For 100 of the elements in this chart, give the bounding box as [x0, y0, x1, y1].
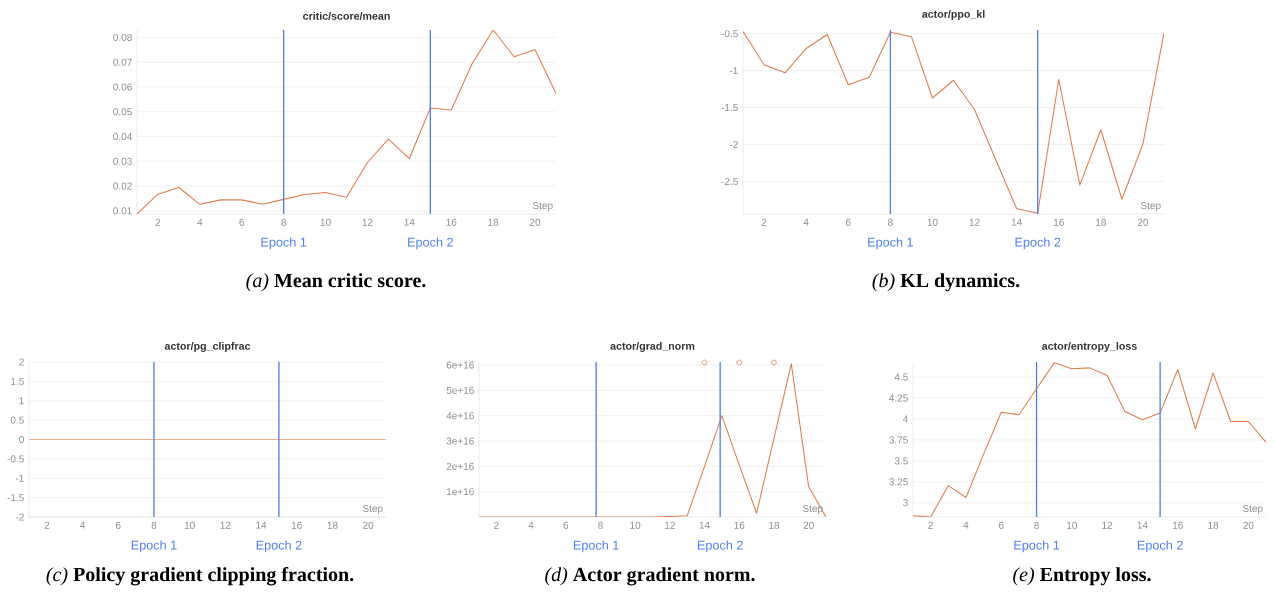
text: (a) Mean critic score.: [246, 273, 426, 292]
y-tick-label: 3: [903, 499, 908, 507]
x-tick-label: 10: [927, 218, 938, 226]
y-tick-label: -1.5: [721, 104, 738, 112]
y-tick-label: 3e+16: [446, 437, 474, 445]
line-series: [913, 362, 1267, 517]
y-tick-label: 5e+16: [446, 386, 474, 394]
y-tick-label: -2.5: [721, 177, 738, 186]
y-tick-label: 1.5: [11, 377, 24, 385]
y-tick-label: -0.5: [721, 30, 738, 38]
chart-title: actor/pg_clipfrac: [164, 341, 251, 352]
ref-line-label: Epoch 1: [131, 540, 177, 553]
text: (b) KL dynamics.: [872, 273, 1020, 292]
x-axis-title: Step: [1140, 202, 1161, 212]
y-tick-label: 3.75: [889, 436, 908, 444]
y-tick-label: 0.06: [113, 83, 132, 91]
x-tick-label: 12: [362, 218, 373, 226]
y-tick-label: 0.02: [113, 182, 132, 190]
text: (c) Policy gradient clipping fraction.: [46, 566, 354, 586]
x-tick-label: 2: [155, 218, 161, 226]
x-tick-label: 16: [446, 218, 457, 226]
x-tick-label: 18: [1096, 218, 1106, 226]
y-tick-label: -1: [729, 67, 738, 75]
x-tick-label: 8: [281, 218, 286, 226]
text: (d) Actor gradient norm.: [545, 567, 755, 586]
x-tick-label: 20: [529, 218, 541, 226]
x-axis-title: Step: [1242, 505, 1263, 515]
x-tick-label: 16: [1172, 521, 1183, 529]
line-series: [137, 30, 556, 214]
x-tick-label: 10: [630, 521, 641, 529]
ref-line-label: Epoch 2: [1015, 237, 1061, 250]
y-tick-label: 4.5: [894, 373, 908, 381]
chart-title: critic/score/mean: [303, 12, 390, 20]
y-tick-label: 1: [19, 397, 24, 405]
y-tick-label: 0.5: [10, 416, 24, 424]
y-tick-label: 4.25: [889, 394, 908, 402]
x-tick-label: 8: [598, 521, 603, 529]
x-tick-label: 4: [963, 521, 969, 529]
x-tick-label: 6: [239, 218, 245, 226]
x-tick-label: 2: [44, 521, 50, 529]
x-tick-label: 18: [1208, 521, 1219, 529]
y-tick-label: 6e+16: [446, 361, 474, 369]
x-tick-label: 16: [291, 521, 302, 529]
x-tick-label: 14: [256, 521, 267, 529]
y-tick-label: -1: [15, 474, 24, 482]
y-tick-label: 0.01: [113, 207, 132, 215]
x-axis-title: Step: [532, 202, 553, 212]
y-tick-label: 4: [902, 415, 908, 423]
chart-title: actor/entropy_loss: [1042, 342, 1137, 352]
x-tick-label: 2: [928, 521, 933, 529]
x-tick-label: 10: [320, 218, 331, 226]
x-tick-label: 18: [327, 521, 338, 529]
x-tick-label: 4: [197, 218, 203, 226]
x-tick-label: 20: [1243, 521, 1254, 529]
x-tick-label: 12: [1102, 521, 1113, 529]
x-tick-label: 12: [220, 521, 231, 529]
ref-line-label: Epoch 1: [868, 237, 913, 250]
y-tick-label: -1.5: [7, 494, 24, 502]
x-tick-label: 8: [1034, 521, 1039, 529]
x-tick-label: 12: [969, 218, 980, 226]
ref-line-label: Epoch 1: [1014, 540, 1060, 553]
ref-line-label: Epoch 1: [261, 237, 307, 250]
x-tick-label: 20: [803, 521, 814, 529]
line-series: [743, 30, 1164, 214]
x-tick-label: 14: [404, 218, 415, 226]
x-tick-label: 6: [115, 521, 121, 529]
x-tick-label: 8: [151, 521, 157, 529]
x-tick-label: 6: [845, 218, 851, 226]
ref-line-label: Epoch 2: [697, 540, 743, 553]
y-tick-label: 4e+16: [446, 412, 474, 420]
y-tick-label: 0.05: [113, 108, 132, 116]
x-tick-label: 12: [665, 521, 675, 529]
y-tick-label: 0.04: [113, 132, 132, 141]
y-tick-label: 2: [19, 358, 24, 366]
x-tick-label: 16: [734, 521, 745, 529]
x-axis-title: Step: [362, 505, 383, 515]
y-tick-label: -2: [729, 141, 738, 149]
y-tick-label: 3.25: [889, 478, 908, 486]
y-tick-label: 3.5: [894, 457, 908, 465]
ref-line-label: Epoch 2: [1137, 540, 1183, 553]
y-tick-label: 2e+16: [446, 462, 474, 470]
y-tick-label: 0.08: [113, 33, 132, 41]
x-tick-label: 2: [761, 218, 767, 226]
y-tick-label: 0.07: [113, 58, 132, 66]
y-tick-label: -2: [15, 513, 24, 521]
ref-line-label: Epoch 1: [573, 540, 619, 553]
x-tick-label: 4: [528, 521, 534, 529]
x-tick-label: 18: [769, 521, 780, 529]
x-tick-label: 2: [494, 521, 499, 529]
x-tick-label: 4: [803, 218, 809, 226]
x-tick-label: 20: [1137, 218, 1149, 226]
x-tick-label: 14: [1137, 521, 1148, 529]
x-tick-label: 4: [80, 521, 86, 529]
x-tick-label: 14: [1011, 218, 1022, 226]
x-tick-label: 6: [998, 521, 1004, 529]
x-tick-label: 10: [1067, 521, 1078, 529]
x-tick-label: 14: [699, 521, 710, 529]
ref-line-label: Epoch 2: [256, 540, 302, 553]
chart-title: actor/grad_norm: [610, 341, 695, 352]
y-tick-label: -0.5: [7, 455, 24, 463]
